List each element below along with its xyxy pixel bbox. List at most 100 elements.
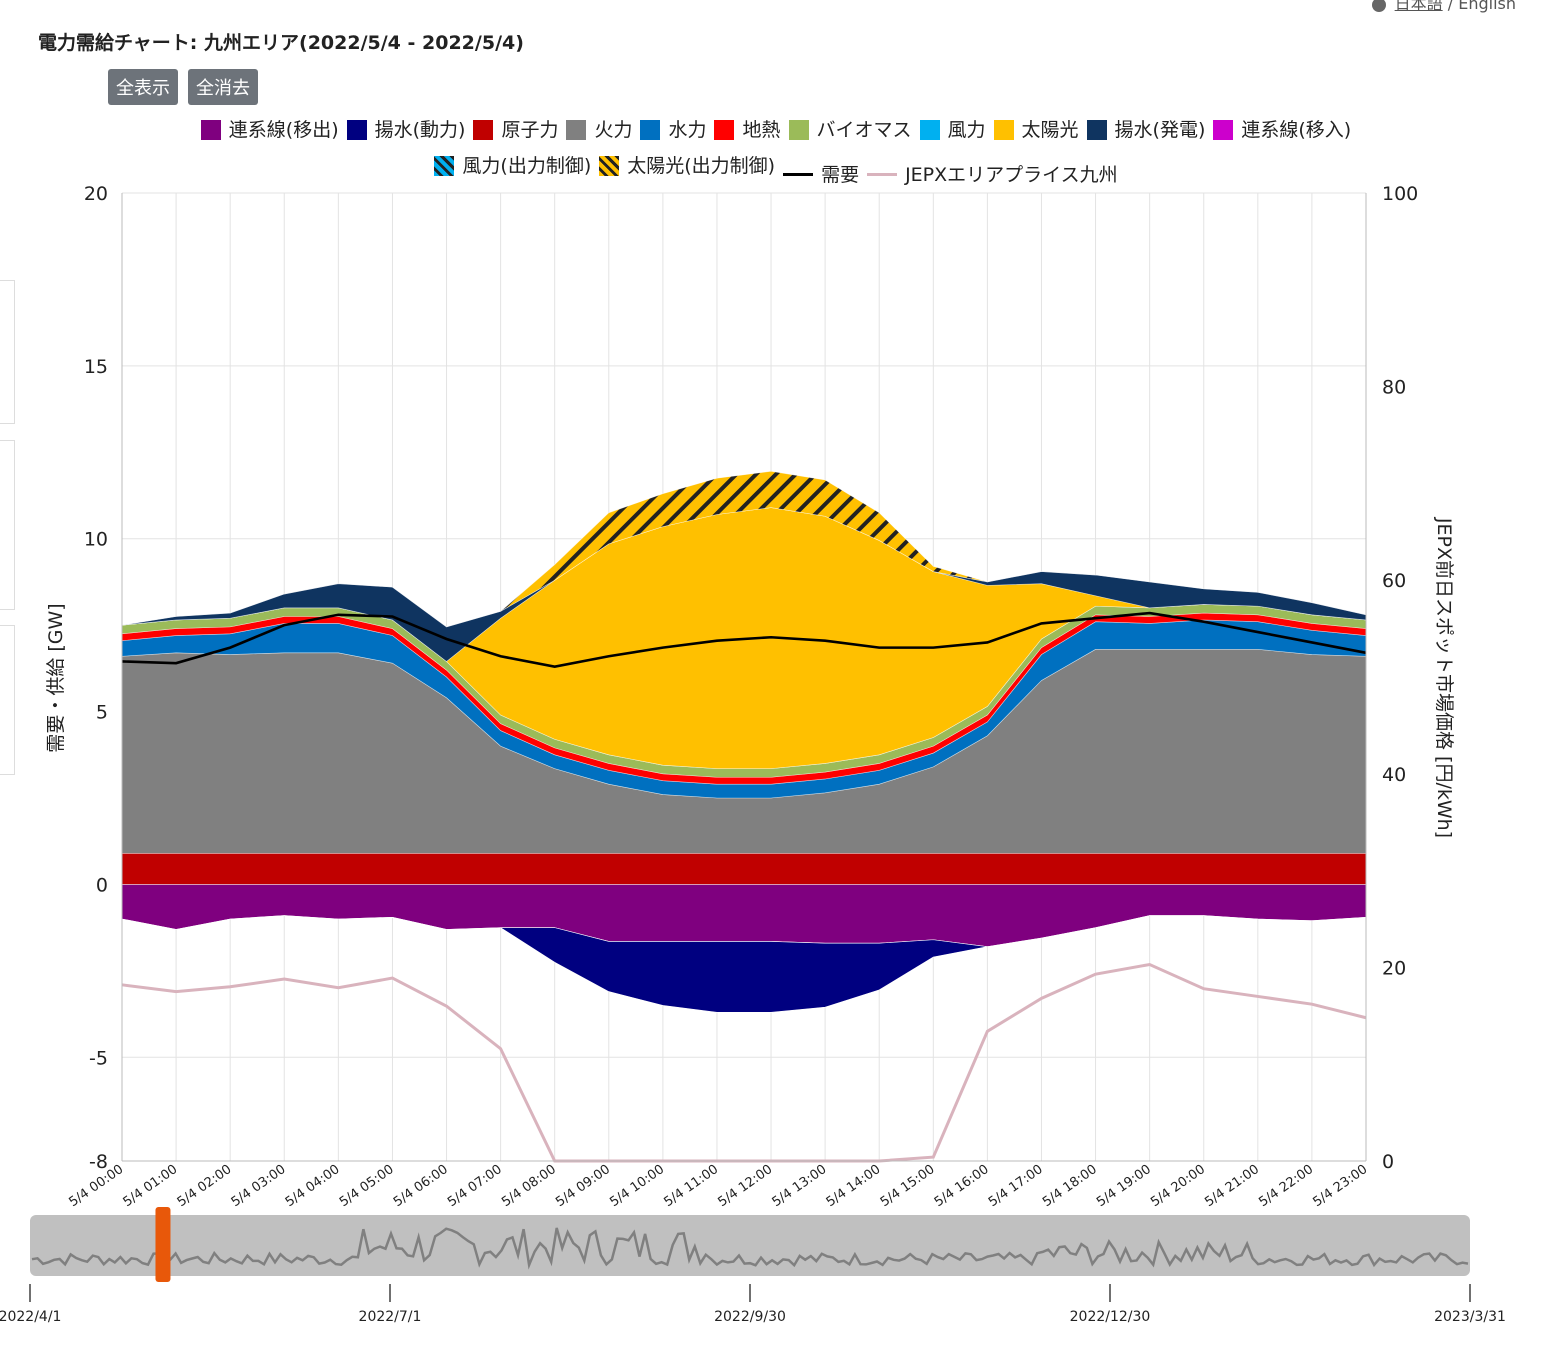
legend-item[interactable]: 連系線(移入) (1213, 116, 1351, 144)
globe-icon (1371, 0, 1386, 12)
navigator-handle[interactable] (155, 1207, 171, 1282)
legend-label: 風力 (947, 119, 986, 141)
clear-all-button[interactable]: 全消去 (188, 69, 258, 105)
legend-label: 風力(出力制御) (462, 155, 592, 177)
legend-label: 揚水(発電) (1114, 119, 1206, 141)
x-tick-label: 5/4 20:00 (1148, 1162, 1208, 1210)
lang-separator: / (1447, 0, 1454, 13)
legend-label: 太陽光(出力制御) (627, 155, 776, 177)
legend-label: JEPXエリアプライス九州 (905, 163, 1118, 186)
x-tick-label: 5/4 16:00 (932, 1162, 992, 1210)
y-tick-label-right: 100 (1382, 183, 1418, 205)
legend-item[interactable]: 揚水(動力) (346, 116, 466, 144)
x-tick-label: 5/4 08:00 (499, 1162, 559, 1210)
legend-item[interactable]: バイオマス (788, 116, 912, 144)
y-tick-label-right: 60 (1382, 570, 1406, 592)
legend-label: 連系線(移入) (1241, 119, 1352, 141)
lang-japanese-link[interactable]: 日本語 (1394, 0, 1443, 13)
y-tick-label-left: 20 (84, 183, 108, 205)
time-navigator[interactable]: 2022/4/1 2022/7/1 2022/9/30 2022/12/30 2023/… (0, 1207, 1506, 1325)
x-tick-label: 5/4 02:00 (175, 1162, 235, 1210)
legend-swatch (714, 120, 735, 140)
legend-label: 原子力 (501, 119, 559, 141)
legend-hatch-swatch (434, 156, 455, 176)
area-series (121, 853, 1367, 885)
y-tick-label-right: 0 (1382, 1151, 1394, 1173)
y-tick-label-right: 40 (1382, 764, 1406, 786)
x-tick-label: 5/4 18:00 (1040, 1162, 1100, 1210)
side-tab[interactable] (0, 625, 15, 775)
x-tick-label: 5/4 21:00 (1202, 1162, 1262, 1210)
legend-swatch (1086, 120, 1107, 140)
x-tick-label: 5/4 23:00 (1310, 1162, 1370, 1210)
navigator-date-label: 2022/7/1 (359, 1309, 422, 1325)
show-all-button[interactable]: 全表示 (108, 69, 178, 105)
y-tick-label-left: -8 (89, 1151, 108, 1173)
legend-swatch (1213, 120, 1234, 140)
navigator-date-label: 2022/4/1 (0, 1309, 61, 1325)
legend-label: 連系線(移出) (228, 119, 339, 141)
x-tick-label: 5/4 07:00 (445, 1162, 505, 1210)
legend-item[interactable]: 揚水(発電) (1086, 116, 1206, 144)
legend-row-1: 連系線(移出) 揚水(動力) 原子力 火力 水力 地熱 バイオマス 風力 太陽光 揚水(発電) 連系… (0, 116, 1552, 148)
x-tick-label: 5/4 14:00 (824, 1162, 884, 1210)
legend-swatch (566, 120, 587, 140)
legend-item[interactable]: 太陽光(出力制御) (599, 152, 775, 180)
legend-label: 火力 (594, 119, 633, 141)
legend-item[interactable]: 原子力 (473, 116, 558, 144)
x-tick-label: 5/4 13:00 (770, 1162, 830, 1210)
legend-hatch-swatch (599, 156, 620, 176)
x-tick-label: 5/4 10:00 (607, 1162, 667, 1210)
y-tick-label-right: 20 (1382, 957, 1406, 979)
legend-item[interactable]: 風力 (919, 116, 986, 144)
legend-swatch (640, 120, 661, 140)
x-tick-label: 5/4 05:00 (337, 1162, 397, 1210)
lang-english-link[interactable]: English (1458, 0, 1516, 13)
legend-line-swatch (867, 173, 898, 176)
legend-swatch (788, 120, 809, 140)
legend-item[interactable]: 風力(出力制御) (434, 152, 591, 180)
legend-label: 水力 (668, 119, 707, 141)
page-title: 電力需給チャート: 九州エリア(2022/5/4 - 2022/5/4) (38, 32, 524, 54)
legend-row-2: 風力(出力制御) 太陽光(出力制御) 需要 JEPXエリアプライス九州 (0, 152, 1552, 189)
x-tick-label: 5/4 11:00 (661, 1162, 721, 1210)
navigator-date-label: 2022/12/30 (1070, 1309, 1151, 1325)
legend-swatch (200, 120, 221, 140)
y-axis-left-title: 需要・供給 [GW] (45, 603, 67, 752)
x-tick-label: 5/4 09:00 (553, 1162, 613, 1210)
legend-label: 地熱 (742, 119, 781, 141)
y-tick-label-left: 0 (96, 874, 108, 896)
navigator-track[interactable] (30, 1215, 1470, 1276)
side-tab[interactable] (0, 440, 15, 610)
legend-item[interactable]: 太陽光 (993, 116, 1079, 144)
x-tick-label: 5/4 12:00 (716, 1162, 776, 1210)
legend-swatch (993, 120, 1014, 140)
y-tick-label-left: 15 (84, 356, 108, 378)
legend-item[interactable]: 火力 (566, 116, 632, 144)
language-switcher: 日本語 / English (1371, 0, 1516, 14)
x-tick-label: 5/4 03:00 (229, 1162, 289, 1210)
legend-label: 需要 (821, 163, 860, 186)
legend-item[interactable]: 地熱 (714, 116, 781, 144)
navigator-sparkline (31, 1227, 1469, 1270)
x-tick-label: 5/4 04:00 (283, 1162, 343, 1210)
x-tick-label: 5/4 19:00 (1094, 1162, 1154, 1210)
legend-swatch (919, 120, 940, 140)
legend-item[interactable]: 需要 (783, 161, 859, 189)
x-tick-label: 5/4 15:00 (878, 1162, 938, 1210)
legend-label: 太陽光 (1021, 119, 1079, 141)
x-tick-label: 5/4 01:00 (121, 1162, 181, 1210)
legend-item[interactable]: 水力 (640, 116, 706, 144)
legend-item[interactable]: 連系線(移出) (200, 116, 339, 144)
y-tick-label-left: -5 (89, 1047, 108, 1069)
demand-line (121, 611, 1367, 668)
y-tick-label-left: 5 (96, 702, 108, 724)
legend-label: 揚水(動力) (374, 119, 466, 141)
navigator-date-label: 2023/3/31 (1434, 1309, 1506, 1325)
x-tick-label: 5/4 17:00 (986, 1162, 1046, 1210)
side-tab[interactable] (0, 280, 15, 424)
legend-swatch (346, 120, 367, 140)
legend-label: バイオマス (816, 119, 912, 141)
legend-item[interactable]: JEPXエリアプライス九州 (867, 161, 1118, 189)
